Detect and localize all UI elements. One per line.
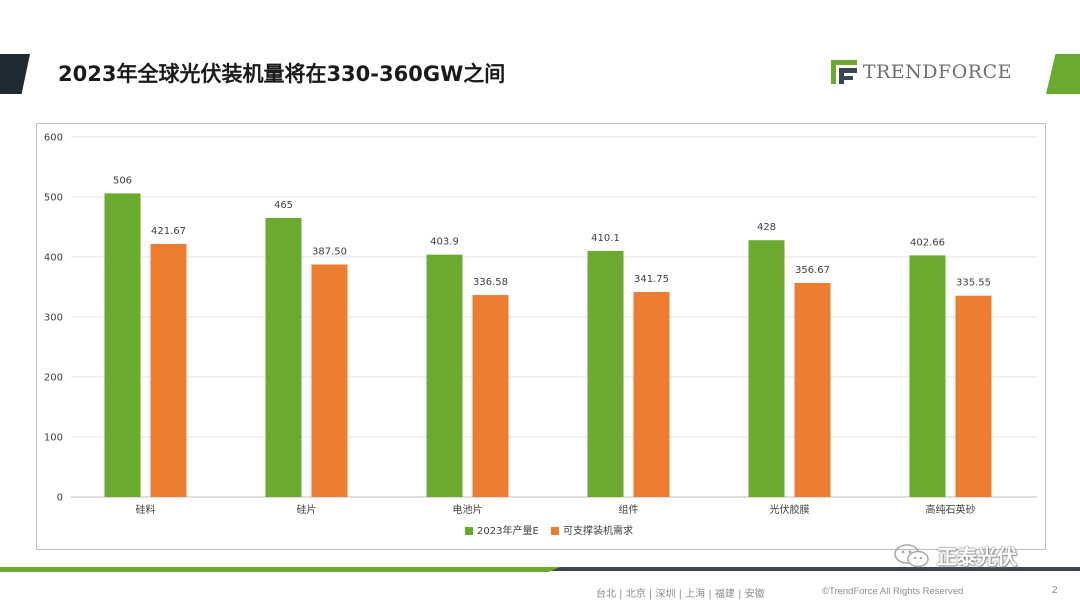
footer-copyright: ©TrendForce All Rights Reserved: [822, 586, 964, 597]
data-label-demand: 336.58: [473, 277, 508, 288]
y-tick-label: 500: [44, 193, 63, 204]
data-label-production: 465: [274, 200, 293, 211]
left-corner-accent: [0, 54, 30, 94]
legend-label: 2023年产量E: [477, 524, 539, 537]
bar-production: [748, 240, 785, 497]
legend-swatch: [551, 527, 559, 535]
y-tick-label: 600: [44, 133, 63, 144]
chart-frame: 0 100 200 300 400 500 600 506 421.67 硅料 465 387.50 硅…: [36, 123, 1046, 550]
bar-demand: [955, 295, 992, 497]
legend-swatch: [465, 527, 473, 535]
bar-production: [265, 218, 302, 497]
bar-production: [426, 254, 463, 497]
data-label-demand: 421.67: [151, 226, 186, 237]
footer-locations: 台北 | 北京 | 深圳 | 上海 | 福建 | 安徽: [596, 589, 765, 600]
bar-demand: [794, 282, 831, 497]
footer-divider-green: [0, 567, 560, 572]
data-label-production: 410.1: [591, 233, 620, 244]
right-corner-accent: [1046, 54, 1080, 94]
x-category-label: 高纯石英砂: [926, 503, 976, 516]
data-label-production: 506: [113, 175, 132, 186]
y-tick-label: 0: [57, 493, 63, 504]
watermark: 正泰光伏: [893, 541, 1017, 570]
data-label-demand: 335.55: [956, 278, 991, 289]
x-category-label: 组件: [619, 503, 639, 516]
legend-label: 可支撑装机需求: [563, 524, 633, 537]
logo-text: TRENDFORCE: [862, 61, 1012, 83]
y-tick-label: 300: [44, 313, 63, 324]
data-label-demand: 356.67: [795, 265, 830, 276]
data-label-production: 402.66: [910, 237, 945, 248]
wechat-icon: [894, 543, 929, 567]
bar-production: [909, 255, 946, 497]
data-label-demand: 387.50: [312, 247, 347, 258]
data-label-production: 403.9: [430, 237, 459, 248]
bar-demand: [311, 264, 348, 497]
watermark-text: 正泰光伏: [937, 545, 1017, 569]
x-category-label: 光伏胶膜: [770, 503, 810, 516]
bar-demand: [150, 243, 187, 497]
y-tick-label: 100: [44, 433, 63, 444]
bar-demand: [633, 291, 670, 497]
bar-production: [104, 193, 141, 497]
trendforce-logo-icon: [830, 60, 857, 84]
bar-chart: 0 100 200 300 400 500 600 506 421.67 硅料 465 387.50 硅…: [44, 133, 1037, 537]
x-category-label: 硅片: [297, 503, 317, 516]
bar-production: [587, 250, 624, 497]
data-label-demand: 341.75: [634, 274, 669, 285]
x-category-label: 电池片: [453, 503, 483, 516]
page-title: 2023年全球光伏装机量将在330-360GW之间: [58, 62, 506, 86]
x-category-label: 硅料: [136, 503, 156, 516]
bar-demand: [472, 295, 509, 497]
y-tick-label: 200: [44, 373, 63, 384]
data-label-production: 428: [757, 222, 776, 233]
page-number: 2: [1052, 585, 1058, 596]
trendforce-logo: TRENDFORCE: [830, 60, 1012, 84]
y-tick-label: 400: [44, 253, 63, 264]
